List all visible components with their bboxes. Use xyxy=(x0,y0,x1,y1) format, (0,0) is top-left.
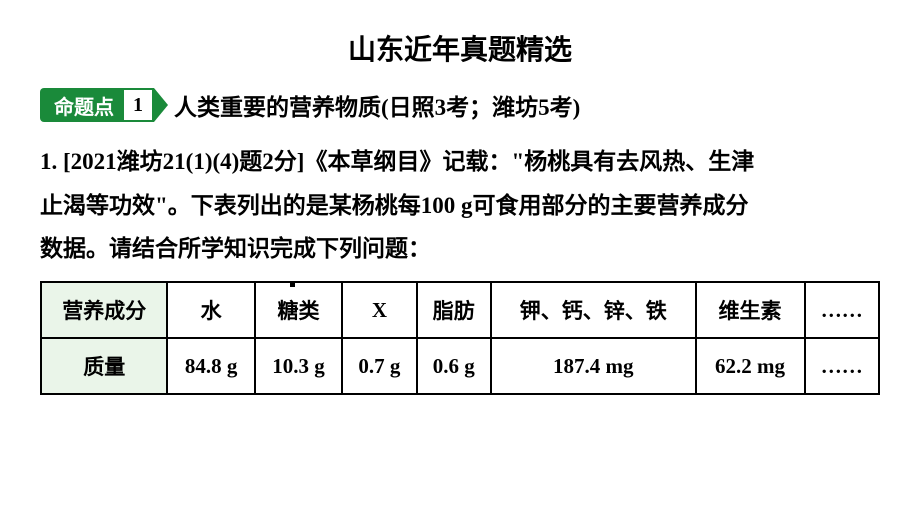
question-body-line2: 止渴等功效"。下表列出的是某杨桃每100 g可食用部分的主要营养成分 xyxy=(40,193,749,218)
table-col-1: 糖类 xyxy=(255,282,342,338)
table-val-4: 187.4 mg xyxy=(491,338,696,394)
topic-name: 人类重要的营养物质 xyxy=(174,88,381,122)
table-val-6: …… xyxy=(805,338,879,394)
table-col-3: 脂肪 xyxy=(417,282,491,338)
page-title: 山东近年真题精选 xyxy=(0,0,920,88)
table-row-label: 质量 xyxy=(41,338,167,394)
question-block: 1. [2021潍坊21(1)(4)题2分]《本草纲目》记载："杨桃具有去风热、… xyxy=(0,140,920,271)
topic-tag: 命题点 1 xyxy=(40,88,168,122)
table-col-0: 水 xyxy=(167,282,254,338)
table-col-4: 钾、钙、锌、铁 xyxy=(491,282,696,338)
topic-meta: (日照3考；潍坊5考) xyxy=(381,88,580,122)
question-body-line1: 《本草纲目》记载："杨桃具有去风热、生津 xyxy=(304,149,754,174)
table-val-3: 0.6 g xyxy=(417,338,491,394)
table-val-2: 0.7 g xyxy=(342,338,416,394)
table-col-6: …… xyxy=(805,282,879,338)
table-header-label: 营养成分 xyxy=(41,282,167,338)
table-col-5: 维生素 xyxy=(696,282,805,338)
table-header-row: 营养成分 水 糖类 X 脂肪 钾、钙、锌、铁 维生素 …… xyxy=(41,282,879,338)
dot-marker-icon xyxy=(290,282,295,287)
topic-tag-number: 1 xyxy=(122,88,154,122)
question-body-line3: 数据。请结合所学知识完成下列问题： xyxy=(40,236,431,261)
table-val-1: 10.3 g xyxy=(255,338,342,394)
table-value-row: 质量 84.8 g 10.3 g 0.7 g 0.6 g 187.4 mg 62… xyxy=(41,338,879,394)
table-val-0: 84.8 g xyxy=(167,338,254,394)
topic-row: 命题点 1 人类重要的营养物质 (日照3考；潍坊5考) xyxy=(0,88,920,122)
question-source: 1. [2021潍坊21(1)(4)题2分] xyxy=(40,149,304,174)
nutrition-table-wrap: 营养成分 水 糖类 X 脂肪 钾、钙、锌、铁 维生素 …… 质量 84.8 g … xyxy=(0,281,920,395)
nutrition-table: 营养成分 水 糖类 X 脂肪 钾、钙、锌、铁 维生素 …… 质量 84.8 g … xyxy=(40,281,880,395)
topic-tag-arrow-icon xyxy=(154,88,168,122)
table-col-2: X xyxy=(342,282,416,338)
topic-tag-label: 命题点 xyxy=(40,88,124,122)
table-val-5: 62.2 mg xyxy=(696,338,805,394)
